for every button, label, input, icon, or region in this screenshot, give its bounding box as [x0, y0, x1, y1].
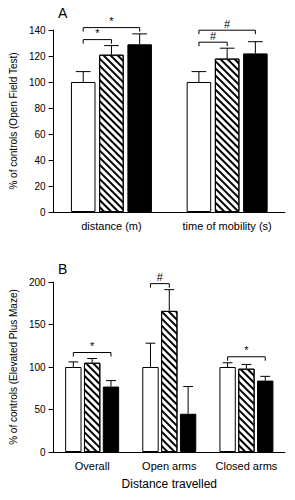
svg-text:120: 120: [29, 51, 46, 62]
svg-text:*: *: [90, 340, 95, 352]
svg-text:#: #: [210, 30, 217, 42]
svg-text:*: *: [244, 344, 249, 356]
svg-text:A: A: [58, 5, 68, 21]
svg-text:40: 40: [34, 155, 46, 166]
svg-text:100: 100: [29, 362, 46, 373]
svg-text:% of controls (Open Field Test: % of controls (Open Field Test): [8, 52, 19, 189]
svg-text:Open arms: Open arms: [142, 460, 197, 472]
svg-text:*: *: [95, 27, 100, 39]
svg-text:*: *: [109, 15, 114, 27]
svg-text:time of mobility (s): time of mobility (s): [183, 220, 272, 232]
svg-text:60: 60: [34, 129, 46, 140]
svg-text:80: 80: [34, 103, 46, 114]
svg-text:100: 100: [29, 77, 46, 88]
svg-text:50: 50: [34, 404, 46, 415]
svg-text:Closed arms: Closed arms: [216, 460, 278, 472]
svg-text:140: 140: [29, 25, 46, 36]
svg-text:#: #: [224, 18, 231, 30]
svg-text:0: 0: [40, 207, 46, 218]
svg-text:20: 20: [34, 181, 46, 192]
svg-text:B: B: [58, 261, 67, 277]
svg-text:0: 0: [40, 447, 46, 458]
svg-text:#: #: [157, 271, 164, 283]
svg-text:Distance travelled: Distance travelled: [122, 477, 217, 491]
svg-text:200: 200: [29, 277, 46, 288]
svg-text:150: 150: [29, 319, 46, 330]
svg-text:distance (m): distance (m): [81, 220, 142, 232]
svg-text:% of controls (Elevated Plus M: % of controls (Elevated Plus Maze): [8, 289, 19, 445]
svg-text:Overall: Overall: [75, 460, 110, 472]
